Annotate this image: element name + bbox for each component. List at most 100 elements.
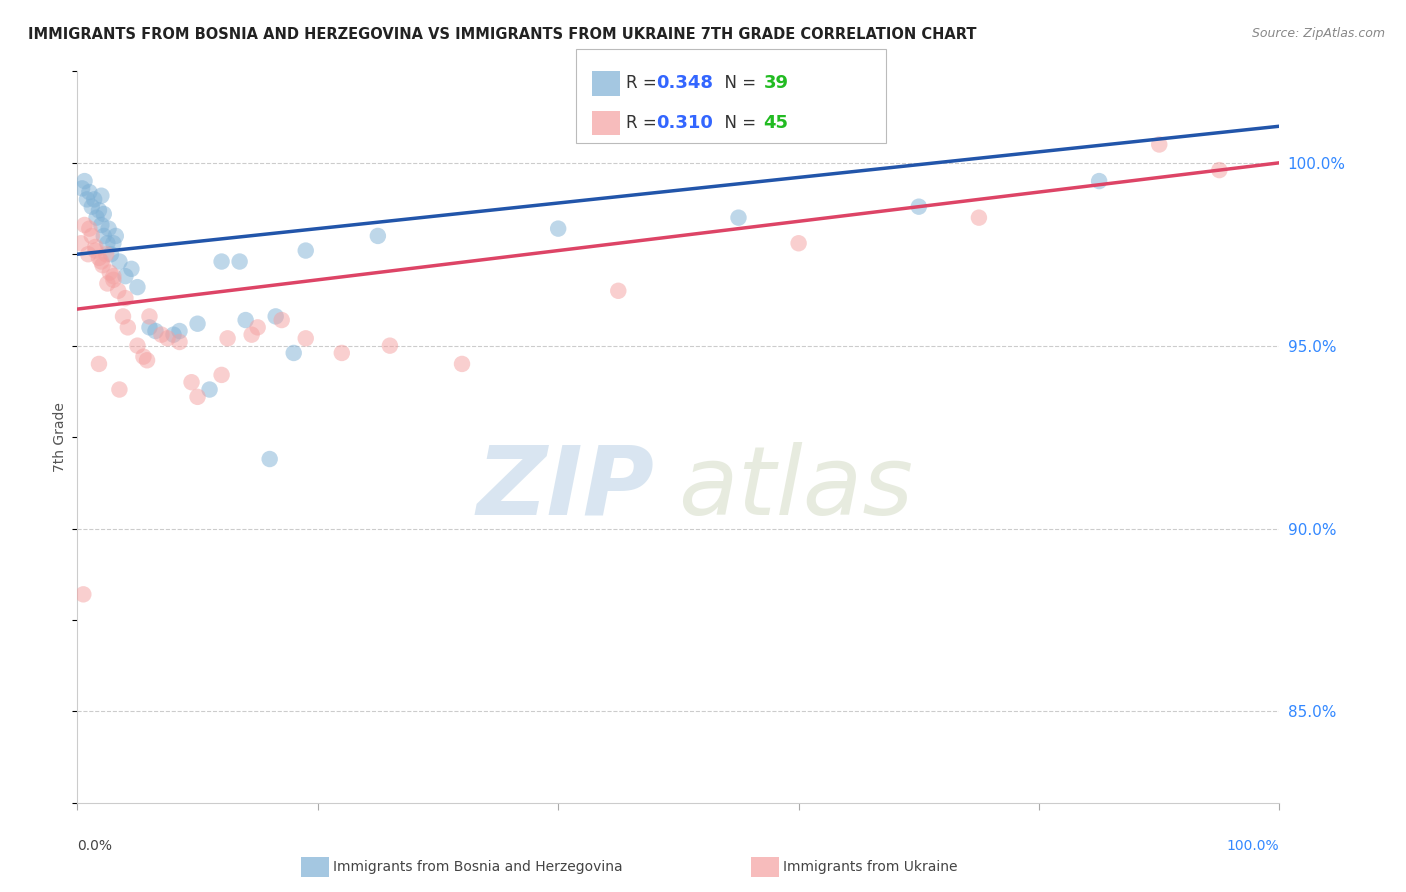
Text: 0.0%: 0.0%: [77, 839, 112, 854]
Point: [108, 254, 131, 268]
Text: IMMIGRANTS FROM BOSNIA AND HERZEGOVINA VS IMMIGRANTS FROM UKRAINE 7TH GRADE CORR: IMMIGRANTS FROM BOSNIA AND HERZEGOVINA V…: [28, 27, 977, 42]
Point: [187, 317, 209, 331]
Point: [117, 320, 139, 334]
Point: [103, 273, 125, 287]
Point: [187, 390, 209, 404]
Point: [294, 331, 316, 345]
Point: [240, 327, 263, 342]
Point: [87, 203, 110, 218]
Point: [73, 174, 96, 188]
Point: [607, 284, 630, 298]
Point: [96, 247, 118, 261]
Point: [138, 320, 160, 334]
Y-axis label: 7th Grade: 7th Grade: [53, 402, 67, 472]
Point: [967, 211, 990, 225]
Text: N =: N =: [714, 74, 762, 92]
Point: [80, 200, 103, 214]
Point: [283, 346, 305, 360]
Point: [90, 188, 112, 202]
Point: [259, 452, 281, 467]
Point: [93, 207, 115, 221]
Point: [96, 236, 118, 251]
Text: 39: 39: [763, 74, 789, 92]
Text: R =: R =: [626, 74, 662, 92]
Point: [150, 327, 173, 342]
Point: [83, 193, 105, 207]
Point: [330, 346, 353, 360]
Point: [136, 353, 159, 368]
Point: [70, 181, 93, 195]
Text: Source: ZipAtlas.com: Source: ZipAtlas.com: [1251, 27, 1385, 40]
Point: [180, 376, 202, 390]
Point: [378, 339, 401, 353]
Text: R =: R =: [626, 114, 662, 132]
Point: [76, 193, 98, 207]
Point: [169, 324, 191, 338]
Point: [211, 254, 233, 268]
Point: [77, 247, 100, 261]
Point: [87, 251, 110, 265]
Point: [103, 236, 125, 251]
Point: [217, 331, 239, 345]
Point: [79, 185, 101, 199]
Point: [97, 221, 120, 235]
Point: [228, 254, 250, 268]
Point: [84, 240, 107, 254]
Point: [138, 310, 160, 324]
Point: [145, 324, 167, 338]
Text: atlas: atlas: [679, 442, 914, 535]
Point: [169, 334, 191, 349]
Point: [162, 327, 184, 342]
Text: Immigrants from Bosnia and Herzegovina: Immigrants from Bosnia and Herzegovina: [333, 860, 623, 874]
Point: [156, 331, 179, 345]
Text: ZIP: ZIP: [477, 442, 654, 535]
Point: [246, 320, 269, 334]
Point: [294, 244, 316, 258]
Text: 100.0%: 100.0%: [1227, 839, 1279, 854]
Text: 0.348: 0.348: [657, 74, 714, 92]
Point: [1208, 163, 1230, 178]
Point: [70, 236, 93, 251]
Point: [1088, 174, 1111, 188]
Point: [264, 310, 287, 324]
Point: [367, 229, 389, 244]
Text: 0.310: 0.310: [657, 114, 713, 132]
Point: [96, 277, 118, 291]
Point: [98, 266, 121, 280]
Point: [80, 229, 103, 244]
Point: [270, 313, 292, 327]
Point: [91, 258, 114, 272]
Point: [107, 284, 129, 298]
Point: [127, 280, 149, 294]
Point: [235, 313, 257, 327]
Point: [908, 200, 931, 214]
Text: N =: N =: [714, 114, 762, 132]
Point: [72, 587, 94, 601]
Point: [103, 269, 125, 284]
Point: [727, 211, 749, 225]
Point: [108, 383, 131, 397]
Point: [114, 291, 136, 305]
Point: [104, 229, 127, 244]
Point: [132, 350, 155, 364]
Text: 45: 45: [763, 114, 789, 132]
Point: [787, 236, 810, 251]
Point: [451, 357, 474, 371]
Point: [79, 221, 101, 235]
Point: [87, 357, 110, 371]
Point: [73, 218, 96, 232]
Point: [86, 211, 108, 225]
Point: [90, 254, 112, 268]
Point: [84, 244, 107, 258]
Point: [198, 383, 221, 397]
Point: [90, 218, 112, 232]
Point: [114, 269, 136, 284]
Text: Immigrants from Ukraine: Immigrants from Ukraine: [783, 860, 957, 874]
Point: [547, 221, 569, 235]
Point: [1149, 137, 1171, 152]
Point: [111, 310, 134, 324]
Point: [100, 247, 122, 261]
Point: [211, 368, 233, 382]
Point: [93, 229, 115, 244]
Point: [127, 339, 149, 353]
